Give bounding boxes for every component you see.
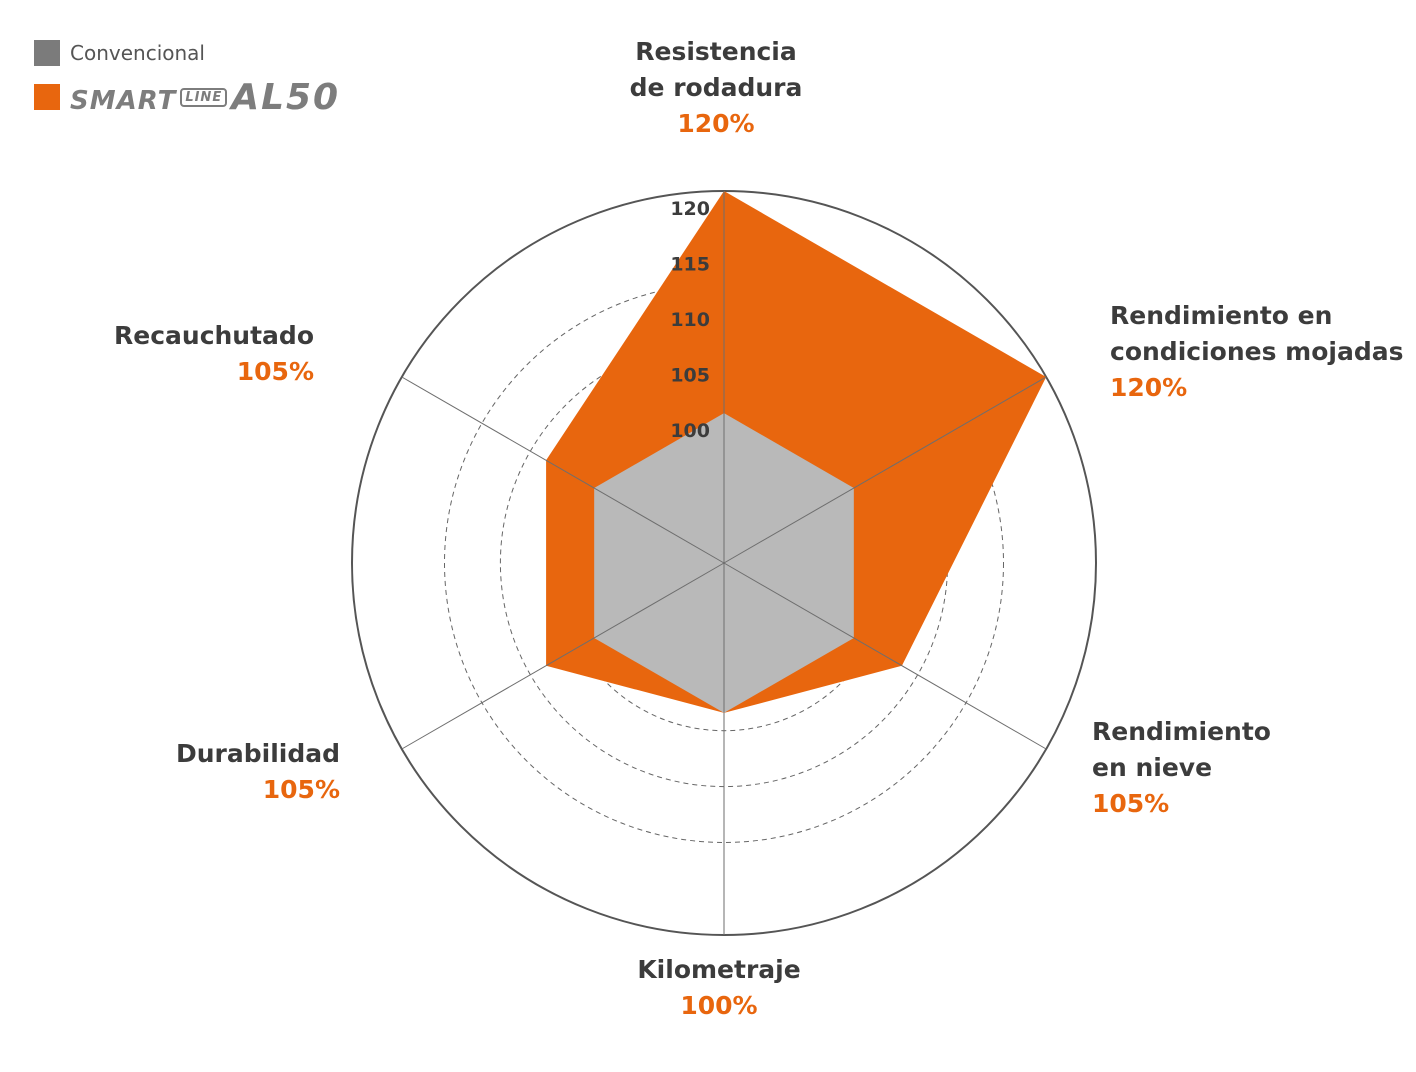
axis-name-durabilidad: Durabilidad: [175, 739, 340, 768]
axis-name-nieve-line1: Rendimiento: [1092, 717, 1271, 746]
logo-smart-text: SMART: [70, 85, 177, 116]
axis-value-durabilidad: 105%: [262, 775, 340, 804]
axis-name-resistencia-line1: Resistencia: [635, 37, 797, 66]
axis-value-resistencia: 120%: [677, 109, 755, 138]
logo-al50-text: AL50: [231, 76, 341, 118]
axis-value-kilometraje: 100%: [680, 991, 758, 1020]
legend: Convencional SMART LINE AL50: [34, 38, 340, 126]
legend-item-smartline: SMART LINE AL50: [34, 77, 340, 118]
axis-value-mojadas: 120%: [1110, 373, 1188, 402]
axis-spoke-3: [723, 562, 1047, 750]
smartline-al50-logo: SMART LINE AL50: [70, 77, 340, 118]
legend-item-convencional: Convencional: [34, 38, 340, 68]
axis-label-mojadas: Rendimiento en condiciones mojadas 120%: [1110, 298, 1403, 406]
axis-label-durabilidad: Durabilidad 105%: [176, 736, 340, 808]
axis-value-nieve: 105%: [1092, 789, 1170, 818]
axis-value-recauchutado: 105%: [236, 357, 314, 386]
tick-label-120: 120: [670, 198, 710, 220]
axis-label-nieve: Rendimiento en nieve 105%: [1092, 714, 1271, 822]
tick-label-115: 115: [670, 254, 710, 276]
logo-line-text: LINE: [180, 87, 228, 107]
legend-swatch-smartline: [34, 84, 60, 110]
tick-label-105: 105: [670, 365, 710, 387]
axis-label-kilometraje: Kilometraje 100%: [637, 952, 800, 1024]
axis-name-kilometraje: Kilometraje: [637, 955, 801, 984]
axis-name-resistencia-line2: de rodadura: [629, 73, 803, 102]
axis-spoke-6: [401, 376, 725, 564]
axis-label-recauchutado: Recauchutado 105%: [114, 318, 314, 390]
legend-swatch-convencional: [34, 40, 60, 66]
legend-label-convencional: Convencional: [70, 41, 205, 65]
tick-label-110: 110: [670, 309, 710, 331]
tick-label-100: 100: [670, 420, 710, 442]
axis-name-mojadas-line1: Rendimiento en: [1110, 301, 1333, 330]
axis-name-nieve-line2: en nieve: [1092, 753, 1213, 782]
axis-spoke-2: [723, 376, 1047, 564]
axis-spoke-5: [401, 562, 725, 750]
axis-name-mojadas-line2: condiciones mojadas: [1110, 337, 1404, 366]
axis-label-resistencia: Resistencia de rodadura 120%: [630, 34, 803, 142]
axis-name-recauchutado: Recauchutado: [114, 321, 314, 350]
